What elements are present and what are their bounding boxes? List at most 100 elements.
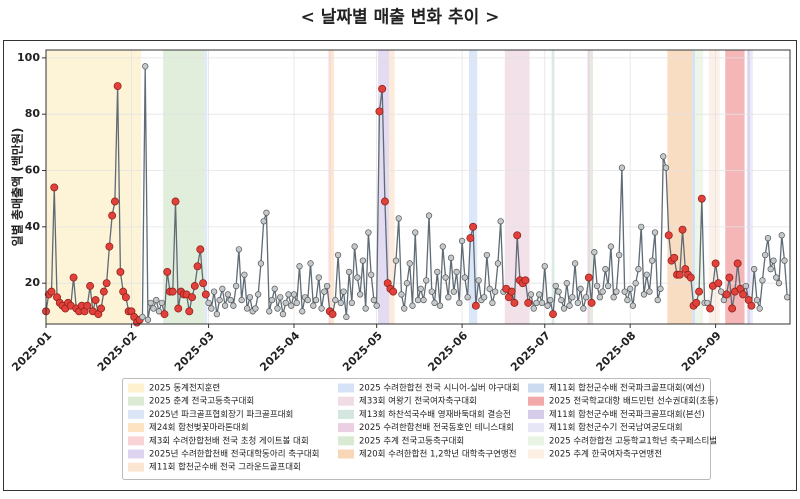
event-point bbox=[584, 273, 593, 282]
point bbox=[483, 251, 491, 259]
point bbox=[213, 310, 220, 318]
point bbox=[536, 291, 543, 298]
event-point bbox=[510, 298, 519, 307]
point bbox=[246, 294, 254, 301]
chart-title: < 날짜별 매출 변화 추이 > bbox=[301, 8, 500, 28]
y-axis-label: 일별 총매출액 (백만원) bbox=[10, 128, 25, 247]
point bbox=[425, 212, 433, 219]
point bbox=[541, 263, 548, 270]
point bbox=[654, 296, 661, 304]
event-point bbox=[521, 276, 530, 285]
event-point bbox=[722, 290, 731, 299]
event-point bbox=[105, 242, 114, 251]
event-point bbox=[507, 287, 516, 296]
event-point bbox=[190, 282, 199, 290]
legend-label: 2025 수려한합천 고등학교1학년 축구페스티벌 bbox=[549, 435, 717, 446]
legend-swatch bbox=[338, 383, 354, 393]
point bbox=[635, 265, 642, 273]
point bbox=[244, 305, 251, 312]
plot-frame bbox=[45, 49, 791, 325]
legend-swatch bbox=[338, 423, 354, 433]
point bbox=[596, 294, 604, 301]
legend-swatch bbox=[128, 396, 144, 406]
point bbox=[263, 209, 270, 216]
point bbox=[784, 294, 791, 301]
y-tick-label: 40 bbox=[25, 220, 41, 233]
point bbox=[142, 63, 149, 70]
legend-frame bbox=[122, 378, 711, 480]
legend-label: 2025 춘계 전국고등축구대회 bbox=[149, 396, 254, 407]
point bbox=[362, 305, 369, 312]
point bbox=[580, 305, 587, 312]
event-point bbox=[513, 231, 522, 240]
point bbox=[321, 288, 328, 295]
point bbox=[221, 302, 229, 309]
event-span bbox=[389, 50, 395, 324]
point bbox=[334, 251, 342, 259]
legend-label: 제13회 하찬석국수배 영재바둑대회 결승전 bbox=[359, 409, 511, 420]
event-point bbox=[697, 194, 706, 203]
point bbox=[450, 288, 457, 295]
event-span bbox=[747, 50, 751, 324]
event-point bbox=[706, 304, 715, 313]
point bbox=[475, 277, 482, 284]
event-point bbox=[121, 293, 130, 302]
event-span bbox=[204, 50, 208, 324]
point bbox=[348, 299, 356, 307]
point bbox=[566, 302, 573, 309]
y-tick-label: 60 bbox=[25, 164, 41, 177]
legend-swatch bbox=[128, 462, 144, 472]
event-point bbox=[664, 231, 673, 240]
point bbox=[775, 280, 783, 287]
point bbox=[770, 257, 777, 264]
point bbox=[288, 302, 295, 309]
point bbox=[139, 313, 146, 321]
point bbox=[759, 277, 766, 284]
point bbox=[762, 251, 769, 259]
point bbox=[208, 305, 215, 312]
point bbox=[486, 285, 493, 292]
point bbox=[398, 291, 405, 298]
legend-swatch bbox=[128, 423, 144, 433]
legend-label: 2025 수려한합천 전국 시니어-실버 야구대회 bbox=[359, 383, 520, 394]
x-tick-label: 2025-01 bbox=[9, 329, 54, 374]
point bbox=[312, 296, 320, 304]
point bbox=[332, 296, 339, 304]
event-point bbox=[163, 267, 172, 276]
y-tick-label: 80 bbox=[25, 107, 41, 120]
point bbox=[582, 294, 590, 301]
point bbox=[235, 246, 243, 253]
point bbox=[337, 299, 344, 307]
event-point bbox=[466, 234, 475, 243]
legend-swatch bbox=[528, 436, 544, 446]
point bbox=[558, 296, 565, 304]
event-point bbox=[675, 270, 684, 279]
point bbox=[577, 285, 584, 292]
event-point bbox=[739, 290, 748, 299]
point bbox=[351, 243, 358, 250]
point bbox=[660, 153, 667, 160]
event-point bbox=[185, 307, 194, 316]
point bbox=[356, 291, 364, 298]
event-point bbox=[711, 259, 720, 268]
point bbox=[315, 274, 322, 281]
event-point bbox=[524, 298, 533, 307]
point bbox=[618, 164, 626, 171]
point bbox=[257, 260, 265, 267]
point bbox=[569, 294, 576, 301]
point bbox=[216, 296, 223, 304]
legend-label: 제33회 여왕기 전국여자축구대회 bbox=[359, 396, 477, 407]
legend-swatch bbox=[528, 449, 544, 459]
point bbox=[238, 296, 245, 304]
point bbox=[571, 260, 579, 267]
point bbox=[461, 274, 468, 281]
point bbox=[547, 296, 554, 304]
event-point bbox=[168, 287, 177, 296]
point bbox=[649, 257, 656, 264]
event-point bbox=[549, 310, 557, 319]
legend-label: 2025 추계 전국고등축구대회 bbox=[359, 435, 464, 446]
legend-label: 제24회 합천벚꽃마라톤대회 bbox=[149, 422, 249, 433]
point bbox=[230, 302, 237, 309]
point bbox=[368, 271, 375, 278]
event-point bbox=[201, 290, 210, 299]
